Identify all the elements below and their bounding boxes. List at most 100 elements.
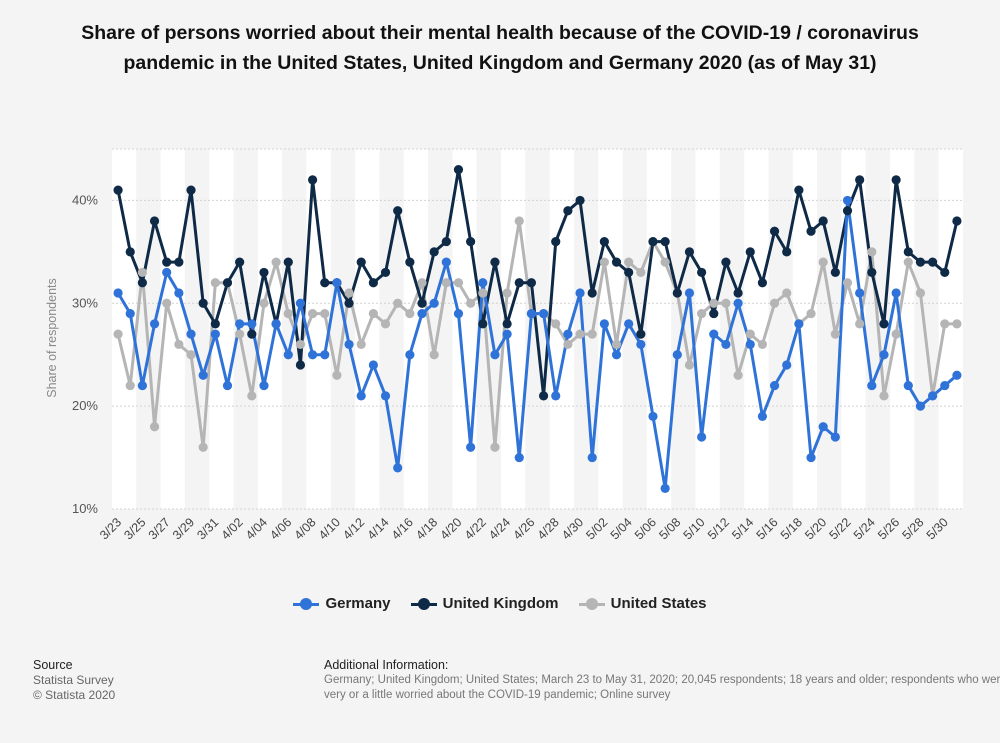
data-point-united-kingdom[interactable] <box>599 236 609 247</box>
data-point-united-states[interactable] <box>563 339 573 350</box>
data-point-united-kingdom[interactable] <box>320 278 330 288</box>
data-point-united-states[interactable] <box>162 298 172 308</box>
data-point-united-states[interactable] <box>952 319 962 329</box>
data-point-germany[interactable] <box>514 452 524 463</box>
data-point-united-kingdom[interactable] <box>818 216 828 226</box>
data-point-germany[interactable] <box>405 350 415 360</box>
data-point-united-kingdom[interactable] <box>198 298 208 308</box>
data-point-united-states[interactable] <box>855 319 865 329</box>
data-point-germany[interactable] <box>672 350 682 360</box>
data-point-united-kingdom[interactable] <box>222 278 233 288</box>
data-point-germany[interactable] <box>393 463 403 473</box>
data-point-united-states[interactable] <box>745 329 755 339</box>
data-point-united-kingdom[interactable] <box>745 247 755 257</box>
data-point-united-states[interactable] <box>186 350 196 360</box>
data-point-germany[interactable] <box>782 360 792 370</box>
data-point-germany[interactable] <box>247 319 257 329</box>
data-point-united-states[interactable] <box>757 339 768 350</box>
data-point-united-kingdom[interactable] <box>210 319 220 329</box>
data-point-united-kingdom[interactable] <box>125 247 135 257</box>
data-point-united-kingdom[interactable] <box>842 206 853 216</box>
data-point-united-states[interactable] <box>393 298 403 308</box>
data-point-germany[interactable] <box>332 278 342 288</box>
data-point-germany[interactable] <box>684 288 695 298</box>
data-point-germany[interactable] <box>538 308 549 319</box>
data-point-united-kingdom[interactable] <box>903 247 913 257</box>
data-point-germany[interactable] <box>830 432 840 442</box>
data-point-united-states[interactable] <box>721 298 731 308</box>
legend-item-germany[interactable]: Germany <box>293 595 391 612</box>
data-point-germany[interactable] <box>283 350 293 360</box>
data-point-united-states[interactable] <box>259 298 269 308</box>
data-point-united-kingdom[interactable] <box>891 175 901 185</box>
data-point-germany[interactable] <box>210 329 220 339</box>
data-point-united-states[interactable] <box>818 257 828 267</box>
data-point-united-states[interactable] <box>283 308 293 319</box>
data-point-united-states[interactable] <box>660 257 670 267</box>
data-point-germany[interactable] <box>891 288 901 298</box>
data-point-germany[interactable] <box>441 257 451 267</box>
data-point-germany[interactable] <box>490 350 500 360</box>
data-point-united-states[interactable] <box>502 288 512 298</box>
data-point-germany[interactable] <box>697 432 707 442</box>
data-point-united-kingdom[interactable] <box>380 267 391 278</box>
data-point-united-states[interactable] <box>380 319 391 329</box>
data-point-united-kingdom[interactable] <box>915 257 926 267</box>
data-point-united-states[interactable] <box>295 339 306 350</box>
data-point-germany[interactable] <box>769 380 780 391</box>
data-point-united-states[interactable] <box>806 308 816 319</box>
data-point-germany[interactable] <box>186 329 196 339</box>
data-point-united-kingdom[interactable] <box>672 288 682 298</box>
data-point-united-states[interactable] <box>198 442 208 452</box>
data-point-germany[interactable] <box>940 380 950 391</box>
data-point-united-states[interactable] <box>125 380 135 391</box>
data-point-united-states[interactable] <box>320 308 330 319</box>
data-point-united-states[interactable] <box>235 329 245 339</box>
data-point-germany[interactable] <box>855 288 865 298</box>
data-point-germany[interactable] <box>599 319 609 329</box>
data-point-germany[interactable] <box>502 329 512 339</box>
data-point-united-kingdom[interactable] <box>721 257 731 267</box>
data-point-united-states[interactable] <box>356 339 366 350</box>
data-point-germany[interactable] <box>113 288 123 298</box>
data-point-united-kingdom[interactable] <box>733 288 743 298</box>
data-point-united-states[interactable] <box>611 339 622 350</box>
data-point-germany[interactable] <box>842 195 853 206</box>
data-point-united-states[interactable] <box>697 308 707 319</box>
data-point-united-states[interactable] <box>429 350 439 360</box>
data-point-united-kingdom[interactable] <box>526 278 537 288</box>
data-point-united-states[interactable] <box>903 257 913 267</box>
data-point-united-kingdom[interactable] <box>283 257 293 267</box>
data-point-united-states[interactable] <box>867 247 877 257</box>
data-point-germany[interactable] <box>271 319 281 329</box>
data-point-germany[interactable] <box>125 308 135 319</box>
data-point-united-kingdom[interactable] <box>928 257 938 267</box>
data-point-germany[interactable] <box>259 380 269 391</box>
data-point-united-states[interactable] <box>417 278 427 288</box>
data-point-united-states[interactable] <box>466 298 476 308</box>
data-point-united-states[interactable] <box>782 288 792 298</box>
data-point-united-kingdom[interactable] <box>636 329 646 339</box>
data-point-germany[interactable] <box>563 329 573 339</box>
data-point-germany[interactable] <box>149 319 160 329</box>
data-point-germany[interactable] <box>235 319 245 329</box>
data-point-germany[interactable] <box>757 411 768 422</box>
data-point-united-kingdom[interactable] <box>757 278 768 288</box>
data-point-united-states[interactable] <box>271 257 281 267</box>
data-point-united-kingdom[interactable] <box>587 288 597 298</box>
data-point-united-kingdom[interactable] <box>794 185 804 195</box>
data-point-united-kingdom[interactable] <box>137 278 147 288</box>
data-point-united-states[interactable] <box>624 257 634 267</box>
data-point-united-states[interactable] <box>551 319 561 329</box>
data-point-united-states[interactable] <box>915 288 926 298</box>
data-point-united-states[interactable] <box>891 329 901 339</box>
data-point-united-kingdom[interactable] <box>502 319 512 329</box>
data-point-united-kingdom[interactable] <box>782 247 792 257</box>
data-point-united-states[interactable] <box>636 267 646 278</box>
data-point-germany[interactable] <box>903 380 913 391</box>
data-point-united-states[interactable] <box>514 216 524 226</box>
data-point-united-kingdom[interactable] <box>162 257 172 267</box>
data-point-germany[interactable] <box>879 350 889 360</box>
data-point-united-kingdom[interactable] <box>697 267 707 278</box>
data-point-united-kingdom[interactable] <box>441 236 451 247</box>
